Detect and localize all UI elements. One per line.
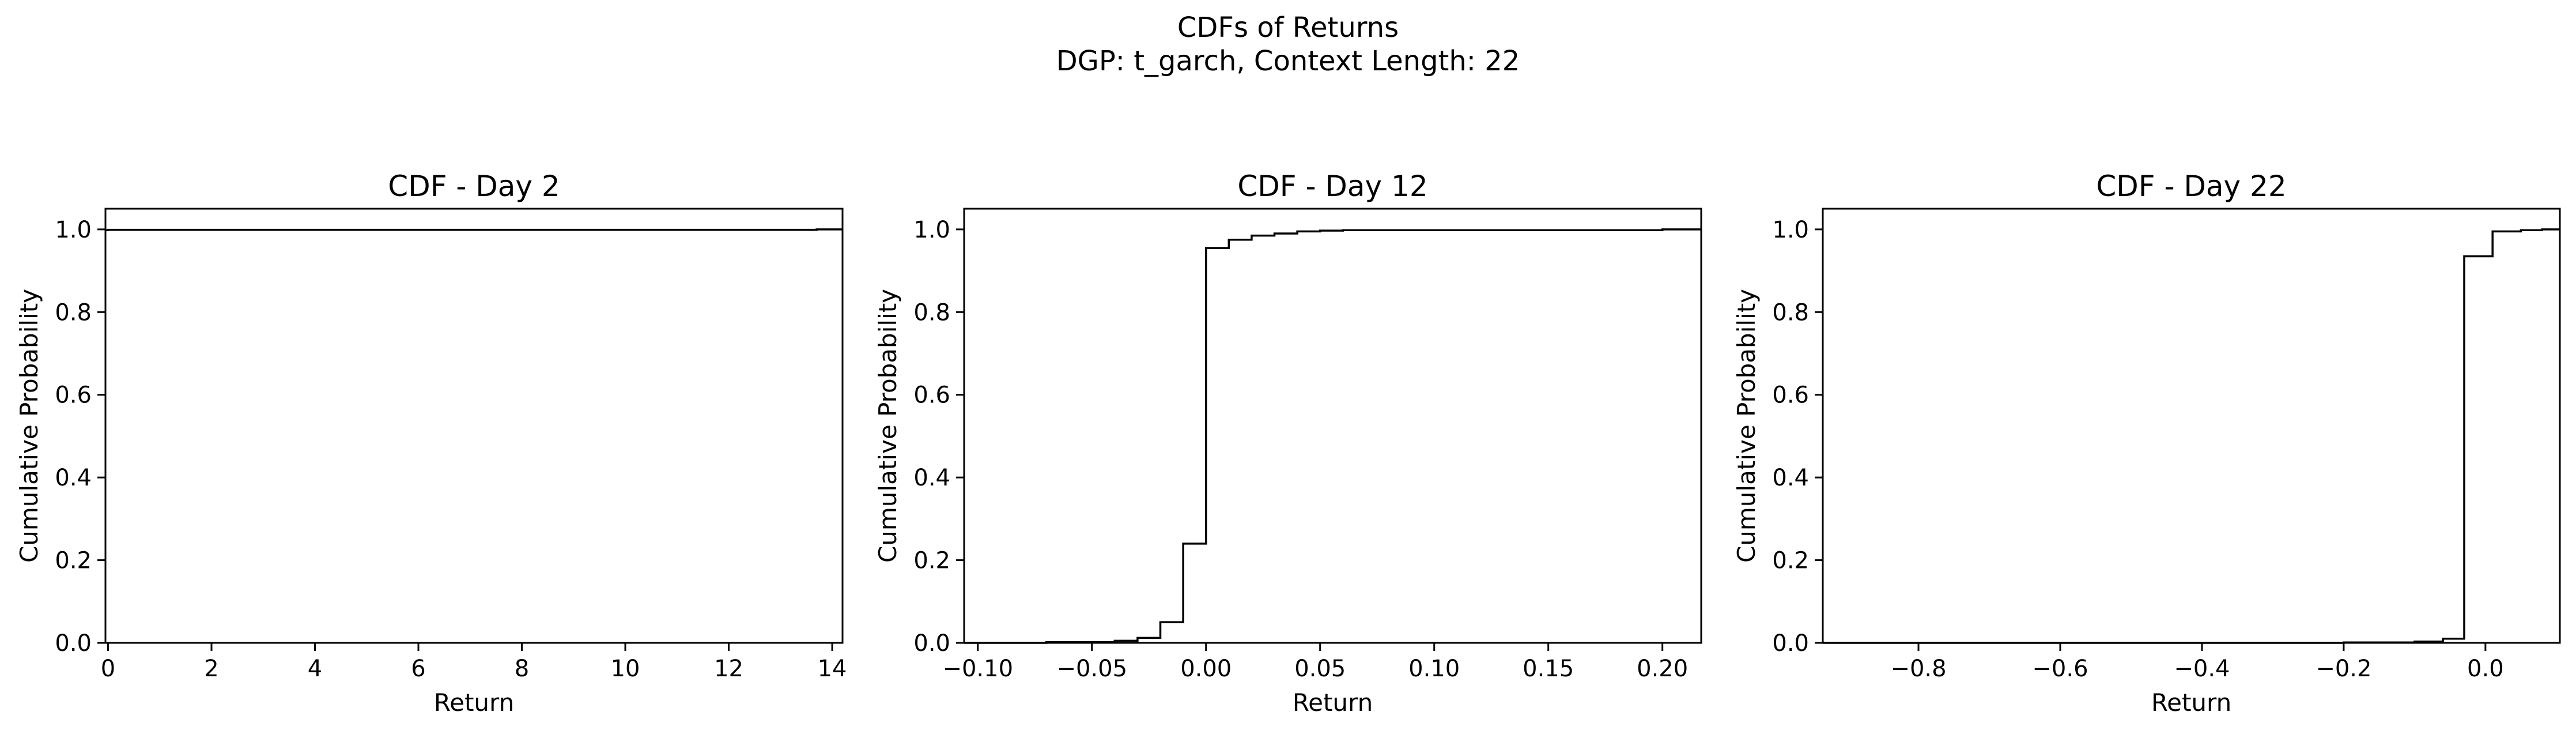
x-tick-label: 0.20 [1637,656,1688,682]
y-tick-label: 0.4 [913,465,950,491]
x-tick-label: −0.8 [1890,656,1946,682]
y-tick-label: 0.2 [1772,548,1809,574]
x-tick-label: 0.0 [2467,656,2504,682]
y-tick-label: 0.0 [1772,630,1809,657]
x-tick-label: 0.15 [1523,656,1574,682]
y-axis-label-1: Cumulative Probability [15,289,43,563]
figure-subtitle: DGP: t_garch, Context Length: 22 [1056,45,1520,77]
axes-frame-3 [1822,208,2561,644]
y-tick-label: 0.6 [55,382,92,409]
y-tick-label: 1.0 [55,217,92,243]
y-axis-label-2: Cumulative Probability [874,289,902,563]
y-tick-label: 0.8 [913,299,950,326]
cdf-line-1 [105,228,843,232]
x-tick-label: −0.4 [2174,656,2230,682]
x-axis-label-3: Return [2151,688,2231,717]
y-tick-label: 0.6 [913,382,950,409]
y-tick-label: 0.0 [55,630,92,657]
axes-frame-1 [104,208,844,644]
panel-title-3: CDF - Day 22 [2096,170,2286,203]
y-tick-label: 0.0 [913,630,950,657]
x-tick-label: 2 [204,656,218,682]
x-tick-label: 12 [714,656,743,682]
y-tick-label: 0.2 [913,548,950,574]
x-axis-label-2: Return [1293,688,1373,717]
y-tick-label: 0.6 [1772,382,1809,409]
axes-frame-2 [963,208,1702,644]
y-tick-label: 0.8 [55,299,92,326]
x-tick-label: 0.10 [1408,656,1460,682]
panel-title-2: CDF - Day 12 [1237,170,1427,203]
y-tick-label: 0.4 [55,465,92,491]
x-tick-label: 0.00 [1180,656,1232,682]
panel-title-1: CDF - Day 2 [388,170,560,203]
x-tick-label: 10 [611,656,640,682]
x-tick-label: 6 [411,656,425,682]
x-tick-label: 8 [515,656,529,682]
cdf-line-3 [1823,228,2560,644]
x-tick-label: 0.05 [1294,656,1346,682]
x-tick-label: −0.6 [2032,656,2088,682]
x-tick-label: 4 [308,656,322,682]
x-tick-label: −0.2 [2316,656,2371,682]
cdf-line-2 [964,228,1701,644]
x-tick-label: 0 [101,656,115,682]
y-axis-label-3: Cumulative Probability [1732,289,1761,563]
y-tick-label: 0.8 [1772,299,1809,326]
x-tick-label: −0.05 [1056,656,1127,682]
y-tick-label: 0.2 [55,548,92,574]
y-tick-label: 0.4 [1772,465,1809,491]
figure-title: CDFs of Returns [1177,12,1399,44]
x-axis-label-1: Return [434,688,514,717]
y-tick-label: 1.0 [913,217,950,243]
x-tick-label: −0.10 [942,656,1013,682]
y-tick-label: 1.0 [1772,217,1809,243]
x-tick-label: 14 [818,656,847,682]
